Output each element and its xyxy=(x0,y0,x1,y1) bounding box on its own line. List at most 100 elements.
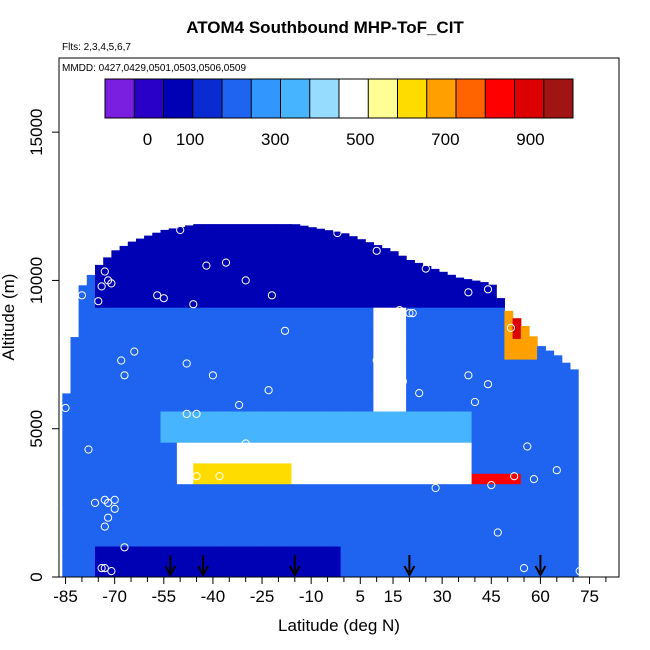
heat-cell xyxy=(569,452,579,464)
heat-cell xyxy=(373,525,383,537)
heat-cell xyxy=(357,462,366,474)
heat-cell xyxy=(447,514,456,526)
heat-cell xyxy=(168,504,178,516)
heat-cell xyxy=(422,535,432,547)
heat-cell xyxy=(389,251,399,256)
heat-cell xyxy=(357,276,366,287)
heat-cell xyxy=(504,504,514,516)
heat-cell xyxy=(275,483,284,495)
heat-cell xyxy=(422,369,432,381)
heat-cell xyxy=(127,244,137,256)
heat-cell xyxy=(316,317,325,329)
heat-cell xyxy=(152,317,162,329)
heat-cell xyxy=(119,348,129,360)
heat-cell xyxy=(471,379,481,391)
heat-cell xyxy=(275,276,284,287)
x-tick-label: -70 xyxy=(102,587,127,606)
heat-cell xyxy=(316,421,325,433)
heat-cell xyxy=(324,410,334,422)
heat-cell xyxy=(406,286,415,298)
flight-arrowhead xyxy=(197,565,209,578)
x-tick-label: -40 xyxy=(201,587,226,606)
heat-cell xyxy=(438,286,448,298)
heat-cell xyxy=(152,244,162,256)
heat-cell xyxy=(86,338,96,350)
heat-cell xyxy=(455,545,465,557)
heat-cell xyxy=(365,462,374,474)
heat-cell xyxy=(348,566,358,577)
heat-cell xyxy=(258,400,268,412)
heat-cell xyxy=(103,473,112,485)
heat-cell xyxy=(561,545,571,557)
heat-cell xyxy=(373,494,383,505)
heat-cell xyxy=(209,338,219,350)
heat-cell xyxy=(152,535,162,547)
heat-cell xyxy=(537,400,546,412)
heat-cell xyxy=(119,535,129,547)
heat-cell xyxy=(561,566,571,577)
heat-cell xyxy=(324,369,334,381)
heat-cell xyxy=(447,296,456,308)
heat-cell xyxy=(512,369,522,381)
heat-cell xyxy=(561,410,571,422)
heat-cell xyxy=(70,545,80,557)
heat-cell xyxy=(307,514,317,526)
heat-cell xyxy=(422,494,432,505)
sample-point xyxy=(100,522,109,531)
heat-cell xyxy=(226,504,235,516)
heat-cell xyxy=(209,400,219,412)
heat-cell xyxy=(406,348,415,360)
heat-cell xyxy=(471,307,481,319)
heat-cell xyxy=(569,431,579,443)
heat-cell xyxy=(496,442,505,454)
heat-cell xyxy=(512,431,522,443)
heat-cell xyxy=(422,348,432,360)
heat-cell xyxy=(299,525,309,537)
heat-cell xyxy=(291,276,301,287)
heat-cell xyxy=(373,442,383,454)
heat-cell xyxy=(365,276,374,287)
heat-cell xyxy=(291,307,301,319)
heat-cell xyxy=(569,369,579,381)
heat-cell xyxy=(283,255,293,267)
heat-cell xyxy=(537,359,546,370)
heat-cell xyxy=(365,265,374,277)
heat-cell xyxy=(365,255,374,267)
heat-cell xyxy=(267,348,276,360)
sample-point xyxy=(100,495,109,504)
heat-cell xyxy=(136,410,145,422)
heat-cell xyxy=(176,410,186,422)
heat-cell xyxy=(62,393,72,402)
sample-point xyxy=(552,466,561,475)
heat-cell xyxy=(103,369,112,381)
heat-cell xyxy=(438,369,448,381)
heat-cell xyxy=(455,317,465,329)
heat-cell xyxy=(111,566,121,577)
heat-cell xyxy=(95,431,104,443)
heat-cell xyxy=(160,431,170,443)
heat-cell xyxy=(201,327,211,339)
heat-cell xyxy=(176,276,186,287)
heat-cell xyxy=(201,483,211,495)
heat-cell xyxy=(136,400,145,412)
heat-cell xyxy=(365,504,374,516)
heat-cell xyxy=(406,265,415,277)
heat-cell xyxy=(168,296,178,308)
heat-cell xyxy=(86,296,96,308)
heat-cell xyxy=(488,296,497,308)
sample-point xyxy=(487,481,496,490)
heat-cell xyxy=(324,566,334,577)
heat-cell xyxy=(152,494,162,505)
heat-cell xyxy=(176,359,186,370)
heat-cell xyxy=(119,473,129,485)
heat-cell xyxy=(348,452,358,464)
heat-cell xyxy=(455,348,465,360)
heat-cell xyxy=(160,265,170,277)
heat-cell xyxy=(479,359,489,370)
heat-cell xyxy=(455,431,465,443)
heat-cell xyxy=(62,514,72,526)
heat-cell xyxy=(537,410,546,422)
heat-cell xyxy=(258,473,268,485)
heat-cell xyxy=(348,390,358,402)
heat-cell xyxy=(406,276,415,287)
